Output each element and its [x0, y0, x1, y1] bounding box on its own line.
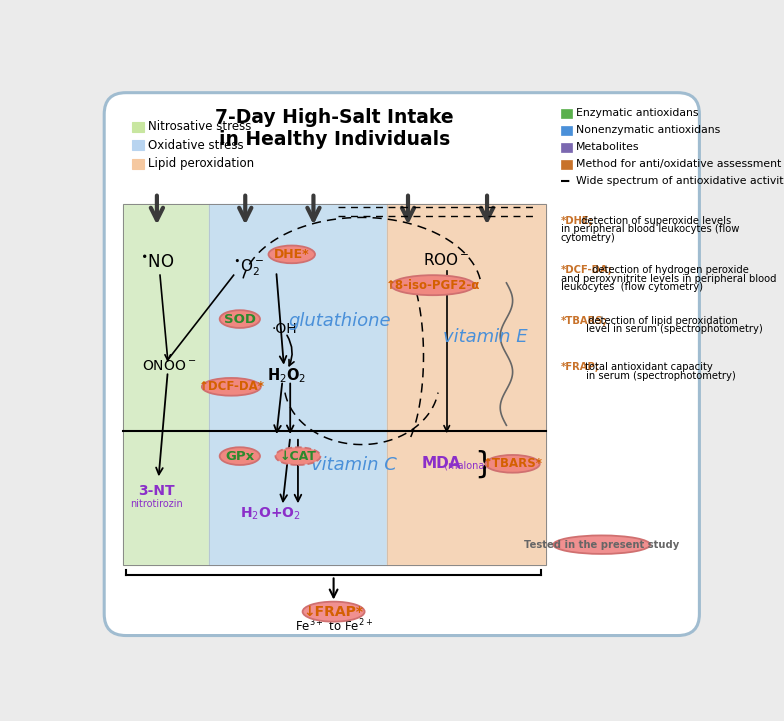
Text: Enzymatic antioxidans: Enzymatic antioxidans	[576, 108, 699, 118]
Text: Metabolites: Metabolites	[576, 142, 640, 152]
Text: in peripheral blood leukocytes (flow: in peripheral blood leukocytes (flow	[561, 224, 739, 234]
Text: DHE*: DHE*	[274, 248, 310, 261]
Bar	[561, 125, 572, 135]
Text: ↑8-iso-PGF2-α: ↑8-iso-PGF2-α	[386, 279, 480, 292]
Text: 3-NT: 3-NT	[138, 484, 174, 497]
Text: *DHE;: *DHE;	[561, 216, 593, 226]
Bar	[132, 159, 143, 169]
Text: (malonaldehyde): (malonaldehyde)	[441, 461, 528, 471]
Text: ${}^{\bullet}$O$_2^-$: ${}^{\bullet}$O$_2^-$	[234, 257, 265, 278]
Bar	[561, 143, 572, 152]
Text: 7-Day High-Salt Intake
in Healthy Individuals: 7-Day High-Salt Intake in Healthy Indivi…	[215, 108, 454, 149]
Text: ↓FRAP*: ↓FRAP*	[303, 605, 364, 619]
Ellipse shape	[554, 536, 650, 554]
Text: vitamin E: vitamin E	[443, 328, 528, 346]
Ellipse shape	[201, 378, 261, 396]
Text: ↑DCF-DA*: ↑DCF-DA*	[198, 380, 264, 394]
Text: Fe$^{3+}$ to Fe$^{2+}$: Fe$^{3+}$ to Fe$^{2+}$	[295, 617, 372, 634]
Text: ONOO$^-$: ONOO$^-$	[142, 359, 197, 373]
Text: vitamin C: vitamin C	[310, 456, 397, 474]
Bar	[561, 109, 572, 118]
FancyBboxPatch shape	[104, 93, 699, 635]
Text: total antioxidant capacity: total antioxidant capacity	[582, 362, 713, 372]
Text: *TBARS;: *TBARS;	[561, 316, 608, 326]
Ellipse shape	[220, 447, 260, 465]
Bar	[132, 122, 143, 132]
Text: detection of lipid peroxidation: detection of lipid peroxidation	[585, 316, 738, 326]
Ellipse shape	[220, 310, 260, 328]
Ellipse shape	[303, 601, 365, 622]
Text: SOD: SOD	[223, 313, 256, 326]
Ellipse shape	[268, 246, 315, 263]
Text: Lipid peroxidation: Lipid peroxidation	[148, 157, 255, 170]
Text: glutathione: glutathione	[289, 312, 391, 330]
Text: ·OH: ·OH	[271, 322, 297, 336]
Text: detection of hydrogen peroxide: detection of hydrogen peroxide	[589, 265, 749, 275]
Text: ↓CAT: ↓CAT	[280, 450, 317, 463]
Text: }: }	[474, 449, 494, 478]
Text: and peroxynitrite levels in peripheral blood: and peroxynitrite levels in peripheral b…	[561, 274, 776, 283]
Bar	[132, 141, 143, 151]
Ellipse shape	[391, 275, 474, 295]
Text: Nitrosative stress: Nitrosative stress	[148, 120, 252, 133]
Ellipse shape	[485, 455, 539, 473]
Bar	[387, 204, 546, 565]
Text: leukocytes  (flow cytometry): leukocytes (flow cytometry)	[561, 282, 702, 292]
Text: in serum (spectrophotometry): in serum (spectrophotometry)	[561, 371, 735, 381]
Text: GPx: GPx	[225, 450, 254, 463]
Text: ROO$^-$: ROO$^-$	[423, 252, 470, 267]
Text: *DCF-DA;: *DCF-DA;	[561, 265, 612, 275]
Text: detection of superoxide levels: detection of superoxide levels	[578, 216, 731, 226]
Text: ↑TBARS*: ↑TBARS*	[483, 457, 543, 470]
Bar	[123, 204, 546, 565]
Text: Method for anti/oxidative assessment: Method for anti/oxidative assessment	[576, 159, 782, 169]
Text: cytometry): cytometry)	[561, 233, 615, 243]
Ellipse shape	[275, 447, 321, 465]
Bar	[123, 204, 209, 565]
Text: MDA: MDA	[422, 456, 462, 472]
Text: *FRAP;: *FRAP;	[561, 362, 600, 372]
Bar	[209, 204, 387, 565]
Text: H$_2$O$_2$: H$_2$O$_2$	[267, 366, 307, 384]
Text: nitrotirozin: nitrotirozin	[129, 499, 183, 509]
Text: $\mathdefault{{}^{\bullet}}$NO: $\mathdefault{{}^{\bullet}}$NO	[140, 253, 175, 271]
Text: level in serum (spectrophotometry): level in serum (spectrophotometry)	[561, 324, 762, 335]
Text: Oxidative stress: Oxidative stress	[148, 138, 244, 151]
Text: Tested in the present study: Tested in the present study	[524, 540, 680, 549]
Text: H$_2$O+O$_2$: H$_2$O+O$_2$	[240, 505, 300, 522]
Bar	[561, 159, 572, 169]
Text: Nonenzymatic antioxidans: Nonenzymatic antioxidans	[576, 125, 720, 136]
Text: Wide spectrum of antioxidative activity: Wide spectrum of antioxidative activity	[576, 176, 784, 186]
